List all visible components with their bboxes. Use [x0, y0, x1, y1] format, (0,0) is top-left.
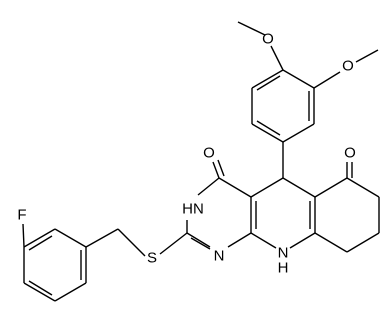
atom-label: S [147, 250, 157, 267]
atom-label: O [344, 145, 356, 162]
atom-label: N [214, 248, 225, 265]
atom-label: O [342, 58, 354, 75]
atom-label: O [262, 31, 274, 48]
atom-labels: O O O O HN N N H S F [17, 31, 355, 277]
bonds [22, 21, 380, 302]
atom-label: N [278, 245, 289, 262]
atom-label: O [203, 145, 215, 162]
atom-label: H [278, 260, 289, 277]
atom-label: HN [182, 201, 204, 218]
atom-label: F [17, 207, 26, 224]
